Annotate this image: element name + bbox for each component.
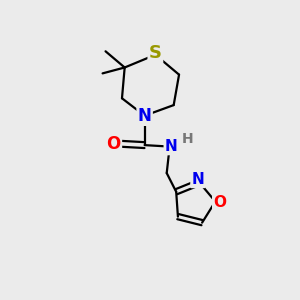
Text: N: N: [191, 172, 204, 187]
Text: S: S: [149, 44, 162, 62]
Text: O: O: [106, 135, 121, 153]
Text: N: N: [165, 139, 178, 154]
Text: O: O: [213, 196, 226, 211]
Text: H: H: [182, 132, 193, 146]
Text: N: N: [138, 107, 152, 125]
